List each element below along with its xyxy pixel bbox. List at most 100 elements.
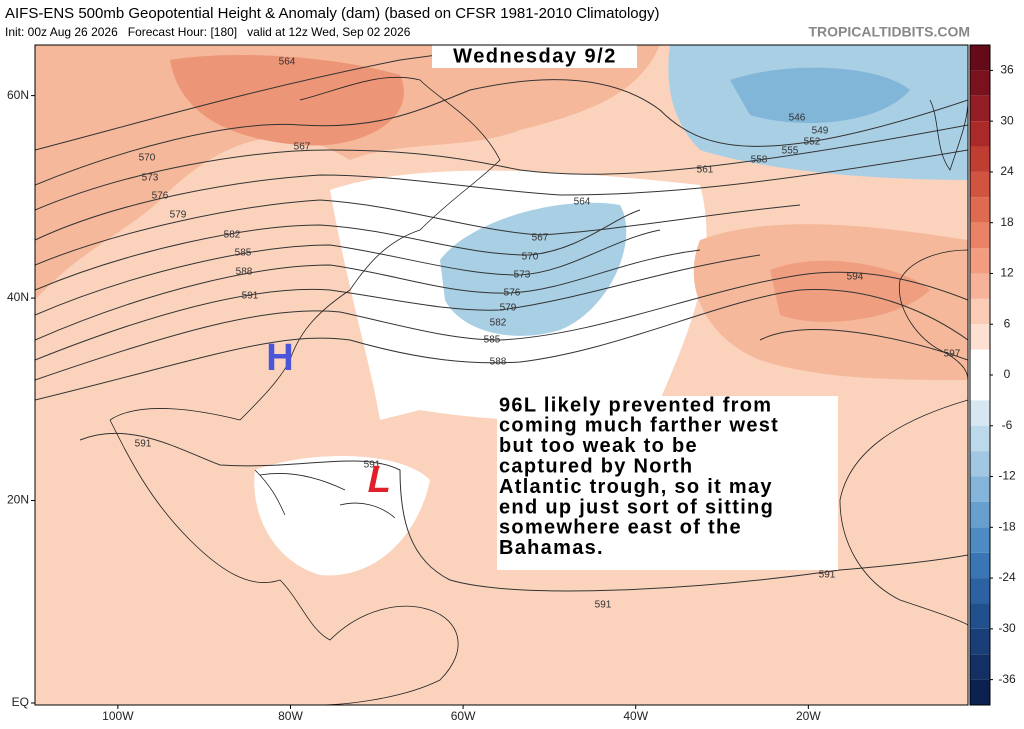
contour-label: 579 xyxy=(170,210,187,221)
contour-label: 597 xyxy=(944,349,961,360)
y-tick-label: EQ xyxy=(12,695,29,709)
contour-label: 558 xyxy=(751,155,768,166)
contour-label: 555 xyxy=(782,146,799,157)
annotation-line: but too weak to be xyxy=(499,435,698,457)
colorbar-cell xyxy=(970,654,990,680)
colorbar-cell xyxy=(970,222,990,249)
warm-anomaly xyxy=(170,55,404,146)
colorbar-tick-label: -12 xyxy=(998,469,1016,483)
contour-label: 561 xyxy=(697,165,714,176)
colorbar-cell xyxy=(970,552,990,579)
high-label: H xyxy=(266,337,293,379)
coastlines xyxy=(109,76,968,705)
contour-label: 588 xyxy=(236,267,253,278)
colorbar-cell xyxy=(970,349,990,375)
contour-line xyxy=(759,329,968,361)
colorbar-cell xyxy=(970,375,990,401)
colorbar-cell xyxy=(970,578,990,604)
credit: TROPICALTIDBITS.COM xyxy=(808,24,970,40)
contour-label: 588 xyxy=(490,357,507,368)
contour-label: 594 xyxy=(847,272,864,283)
colorbar-tick-label: 12 xyxy=(1000,266,1014,280)
contour-line xyxy=(35,254,761,361)
contour-line xyxy=(35,289,968,401)
contour-label: 570 xyxy=(522,252,539,263)
x-tick-label: 20W xyxy=(796,709,821,723)
contour-label: 591 xyxy=(242,291,259,302)
contour-label: 549 xyxy=(812,126,829,137)
neutral-area xyxy=(254,456,430,576)
contour-label: 591 xyxy=(135,439,152,450)
contour-label: 576 xyxy=(504,288,521,299)
contour-label: 591 xyxy=(595,600,612,611)
contour-label: 582 xyxy=(490,318,507,329)
colorbar-cell xyxy=(970,121,990,147)
annotation-box xyxy=(497,396,838,570)
x-tick-label: 100W xyxy=(102,709,134,723)
annotation-line: end up just sort of sitting xyxy=(499,496,774,518)
contour-line xyxy=(35,79,968,186)
colorbar-cell xyxy=(970,451,990,477)
contour-label: 567 xyxy=(294,142,311,153)
annotation-line: coming much farther west xyxy=(499,415,779,437)
x-tick-label: 80W xyxy=(278,709,303,723)
contour-label: 564 xyxy=(279,57,296,68)
contour-label: 591 xyxy=(819,570,836,581)
colorbar-tick-label: 18 xyxy=(1000,215,1014,229)
contour-line xyxy=(35,229,661,316)
cold-anomaly xyxy=(730,67,910,123)
y-tick-label: 40N xyxy=(7,290,29,304)
annotation-line: 96L likely prevented from xyxy=(499,394,772,416)
colorbar-tick-label: 24 xyxy=(1000,164,1014,178)
map-area: 5645675705735765795825855885915645675705… xyxy=(35,45,968,705)
contour-label: 564 xyxy=(574,197,591,208)
subtitle: Init: 00z Aug 26 2026 Forecast Hour: [18… xyxy=(5,25,411,39)
colorbar-tick-label: -6 xyxy=(1002,418,1013,432)
contour-label: 579 xyxy=(500,303,517,314)
contour-line xyxy=(35,271,968,381)
colorbar-tick-label: -30 xyxy=(998,621,1016,635)
y-tick-label: 20N xyxy=(7,493,29,507)
annotation-line: Bahamas. xyxy=(499,537,604,559)
contour-line xyxy=(35,124,968,211)
colorbar-tick-label: -18 xyxy=(998,519,1016,533)
colorbar-cell xyxy=(970,679,990,705)
colorbar-cell xyxy=(970,501,990,528)
contour-line xyxy=(35,149,968,241)
contour-label: 570 xyxy=(139,153,156,164)
annotation-line: captured by North xyxy=(499,455,693,477)
contour-line xyxy=(35,199,801,266)
contour-line xyxy=(35,209,641,291)
colorbar-cell xyxy=(970,603,990,629)
contour-line xyxy=(79,432,968,592)
colorbar-cell xyxy=(970,171,990,198)
colorbar-cell xyxy=(970,45,990,71)
contour-label: 552 xyxy=(804,137,821,148)
day-label: Wednesday 9/2 xyxy=(453,45,617,67)
contour-label: 582 xyxy=(224,230,241,241)
colorbar-cell xyxy=(970,70,990,96)
colorbar-cell xyxy=(970,476,990,502)
x-tick-label: 40W xyxy=(623,709,648,723)
colorbar-tick-label: 36 xyxy=(1000,63,1014,77)
contour-label: 576 xyxy=(152,191,169,202)
colorbar-cell xyxy=(970,298,990,325)
colorbar-cell xyxy=(970,197,990,223)
colorbar-tick-label: 0 xyxy=(1004,367,1011,381)
colorbar-cell xyxy=(970,628,990,655)
annotation-line: Atlantic trough, so it may xyxy=(499,476,773,498)
colorbar-cell xyxy=(970,527,990,553)
contour-label: 585 xyxy=(484,335,501,346)
annotation-line: somewhere east of the xyxy=(499,517,742,539)
title: AIFS-ENS 500mb Geopotential Height & Ano… xyxy=(5,5,660,22)
colorbar-cell xyxy=(970,324,990,350)
colorbar-tick-label: -36 xyxy=(998,672,1016,686)
contour-label: 573 xyxy=(514,270,531,281)
colorbar-cell xyxy=(970,95,990,122)
y-tick-label: 60N xyxy=(7,88,29,102)
contour-label: 591 xyxy=(364,460,381,471)
contour-label: 546 xyxy=(789,113,806,124)
contour-label: 573 xyxy=(142,173,159,184)
coastline xyxy=(109,419,459,705)
